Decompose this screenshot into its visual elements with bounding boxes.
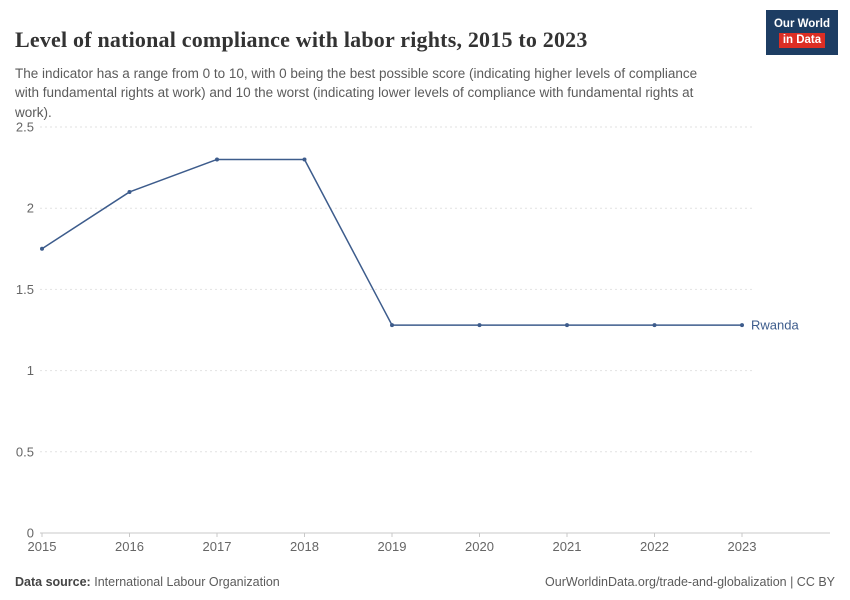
y-tick-label: 0	[27, 526, 34, 541]
x-tick-label: 2020	[465, 539, 494, 554]
data-point	[477, 323, 482, 328]
x-tick-label: 2016	[115, 539, 144, 554]
data-point	[390, 323, 394, 328]
data-point	[215, 157, 219, 162]
x-tick-label: 2019	[378, 539, 407, 554]
y-tick-label: 1.5	[16, 282, 34, 297]
data-point	[740, 323, 744, 328]
page-title: Level of national compliance with labor …	[15, 26, 588, 52]
series-end-label: Rwanda	[751, 318, 799, 333]
data-point	[565, 323, 569, 328]
owid-logo-line1: Our World	[773, 18, 830, 30]
y-tick-label: 2.5	[16, 120, 34, 135]
y-tick-label: 1	[27, 363, 34, 378]
x-tick-label: 2021	[553, 539, 582, 554]
line-chart: 0 0.5 1 1.5 2 2.5 2015 2016 2017 2018 2019 2020 2021…	[16, 120, 830, 554]
x-tick-label: 2023	[728, 539, 757, 554]
x-tick-label: 2017	[203, 539, 232, 554]
data-source: Data source: International Labour Organi…	[15, 575, 280, 589]
credit-line: OurWorldinData.org/trade-and-globalizati…	[545, 575, 835, 589]
y-tick-label: 2	[27, 201, 34, 216]
data-point	[40, 246, 44, 251]
x-tick-label: 2022	[640, 539, 669, 554]
series-line	[41, 158, 742, 326]
x-tick-label: 2018	[290, 539, 319, 554]
x-tick-label: 2015	[28, 539, 57, 554]
data-point	[652, 323, 657, 328]
data-source-label: Data source:	[15, 575, 91, 589]
data-source-value: International Labour Organization	[94, 575, 280, 589]
chart-footer: Data source: International Labour Organi…	[15, 575, 835, 589]
owid-logo-line2: in Data	[778, 32, 826, 48]
data-point	[302, 157, 307, 162]
y-tick-label: 0.5	[16, 444, 34, 459]
chart-subtitle: The indicator has a range from 0 to 10, …	[15, 65, 698, 120]
data-point	[127, 189, 132, 194]
owid-logo: Our World in Data	[765, 10, 838, 55]
